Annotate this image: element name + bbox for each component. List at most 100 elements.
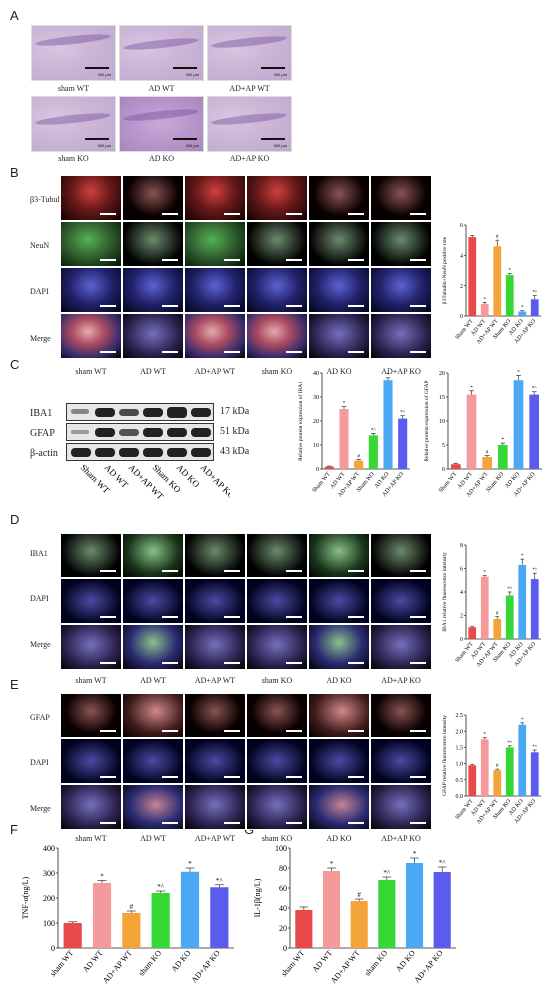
x-tick-label: AD+AP KO bbox=[190, 948, 222, 984]
fl-b-merge-3 bbox=[184, 313, 246, 359]
fl-d-iba1-1 bbox=[60, 533, 122, 578]
significance-mark: # bbox=[130, 903, 134, 911]
significance-mark: *^ bbox=[439, 859, 447, 867]
bar bbox=[480, 303, 489, 316]
significance-mark: *^ bbox=[371, 428, 377, 433]
he-image-ad-ap-ko: 400 μm bbox=[207, 96, 292, 152]
fl-b-dapi-2 bbox=[122, 267, 184, 313]
blot-lane-labels: Sham WT AD WT AD+AP WT Sham KO AD KO AD+… bbox=[79, 462, 230, 501]
x-tick-label: Sham WT bbox=[455, 798, 475, 821]
rowlabel-e-dapi: DAPI bbox=[30, 758, 49, 767]
kda-label-51: 51 kDa bbox=[220, 426, 250, 437]
bar bbox=[530, 299, 539, 316]
bar bbox=[505, 595, 514, 639]
y-axis-label: IL-1β(ng/L) bbox=[253, 878, 262, 917]
panel-letter-c: C bbox=[10, 357, 20, 372]
bar bbox=[180, 871, 200, 948]
caption-e-6: AD+AP KO bbox=[381, 834, 421, 843]
blot-gfap bbox=[66, 423, 214, 441]
x-tick-label: AD WT bbox=[311, 948, 335, 974]
significance-mark: * bbox=[330, 860, 334, 868]
rowlabel-d-merge: Merge bbox=[30, 640, 51, 649]
y-tick-label: 15 bbox=[439, 395, 445, 401]
caption-e-2: AD WT bbox=[140, 834, 166, 843]
blot-label-gfap: GFAP bbox=[30, 428, 55, 439]
significance-mark: *^ bbox=[507, 587, 513, 592]
fl-e-merge-3 bbox=[184, 784, 246, 830]
caption-d-3: AD+AP WT bbox=[194, 676, 236, 685]
y-tick-label: 4 bbox=[460, 590, 463, 596]
bar bbox=[493, 246, 502, 316]
bar bbox=[63, 923, 82, 948]
significance-mark: *^ bbox=[383, 869, 391, 877]
fl-d-iba1-5 bbox=[308, 533, 370, 578]
blot-label-actin: β-actin bbox=[30, 448, 58, 459]
x-tick-label: sham KO bbox=[137, 948, 164, 977]
fl-e-gfap-1 bbox=[60, 693, 122, 738]
y-tick-label: 100 bbox=[43, 919, 55, 928]
caption-a-sham-wt: sham WT bbox=[57, 84, 90, 93]
significance-mark: *^ bbox=[532, 745, 538, 750]
fl-d-dapi-6 bbox=[370, 578, 432, 624]
significance-mark: * bbox=[343, 402, 346, 407]
y-tick-label: 300 bbox=[43, 869, 55, 878]
bar bbox=[468, 237, 477, 316]
bar bbox=[433, 872, 451, 948]
rowlabel-b-neun: NeuN bbox=[30, 241, 50, 250]
x-tick-label: AD+AP WT bbox=[329, 948, 362, 985]
fl-d-iba1-6 bbox=[370, 533, 432, 578]
caption-a-ad-ap-ko: AD+AP KO bbox=[229, 154, 270, 163]
scale-text: 400 μm bbox=[97, 72, 111, 77]
y-tick-label: 30 bbox=[313, 395, 319, 401]
rowlabel-e-merge: Merge bbox=[30, 804, 51, 813]
panel-letter-e: E bbox=[10, 677, 19, 692]
rowlabel-b-tubulin: β3-Tubulin bbox=[30, 195, 66, 204]
caption-d-1: sham WT bbox=[75, 676, 107, 685]
fl-b-dapi-5 bbox=[308, 267, 370, 313]
caption-b-4: sham KO bbox=[261, 367, 293, 376]
fl-d-merge-2 bbox=[122, 624, 184, 670]
y-tick-label: 0.5 bbox=[456, 778, 464, 784]
fl-d-merge-6 bbox=[370, 624, 432, 670]
y-tick-label: 1.5 bbox=[456, 746, 464, 752]
bar bbox=[480, 576, 489, 639]
he-image-ad-ko: 400 μm bbox=[119, 96, 204, 152]
fl-e-gfap-6 bbox=[370, 693, 432, 738]
caption-b-1: sham WT bbox=[75, 367, 107, 376]
bar bbox=[505, 275, 514, 316]
fl-b-neun-1 bbox=[60, 221, 122, 267]
y-tick-label: 6 bbox=[460, 223, 463, 229]
significance-mark: * bbox=[484, 297, 487, 302]
y-tick-label: 0 bbox=[460, 314, 463, 320]
bar bbox=[122, 913, 141, 948]
fl-d-dapi-2 bbox=[122, 578, 184, 624]
fl-b-neun-6 bbox=[370, 221, 432, 267]
x-tick-label: AD KO bbox=[394, 948, 417, 973]
fl-d-dapi-4 bbox=[246, 578, 308, 624]
fl-b-dapi-3 bbox=[184, 267, 246, 313]
fl-b-merge-4 bbox=[246, 313, 308, 359]
caption-a-ad-ap-wt: AD+AP WT bbox=[229, 84, 270, 93]
significance-mark: * bbox=[470, 386, 473, 391]
x-tick-label: sham WT bbox=[279, 948, 306, 978]
x-tick-label: Sham WT bbox=[455, 318, 475, 341]
fl-d-merge-3 bbox=[184, 624, 246, 670]
fl-b-merge-6 bbox=[370, 313, 432, 359]
y-tick-label: 40 bbox=[279, 904, 287, 913]
bar bbox=[468, 627, 477, 639]
bar bbox=[450, 464, 461, 469]
significance-mark: # bbox=[486, 451, 489, 456]
y-axis-label: TNF-α(ng/L) bbox=[21, 876, 30, 919]
y-tick-label: 200 bbox=[43, 894, 55, 903]
panel-b-image-grid bbox=[60, 175, 435, 361]
y-axis-label: GFAP relative fluorescence intensity bbox=[441, 715, 448, 796]
fl-b-tub-2 bbox=[122, 175, 184, 221]
scale-text: 400 μm bbox=[273, 143, 287, 148]
panel-letter-a: A bbox=[10, 8, 19, 23]
bar bbox=[151, 893, 170, 948]
bar bbox=[518, 564, 527, 639]
rowlabel-d-dapi: DAPI bbox=[30, 594, 49, 603]
bar bbox=[405, 863, 424, 948]
significance-mark: * bbox=[413, 850, 417, 858]
fl-e-gfap-4 bbox=[246, 693, 308, 738]
